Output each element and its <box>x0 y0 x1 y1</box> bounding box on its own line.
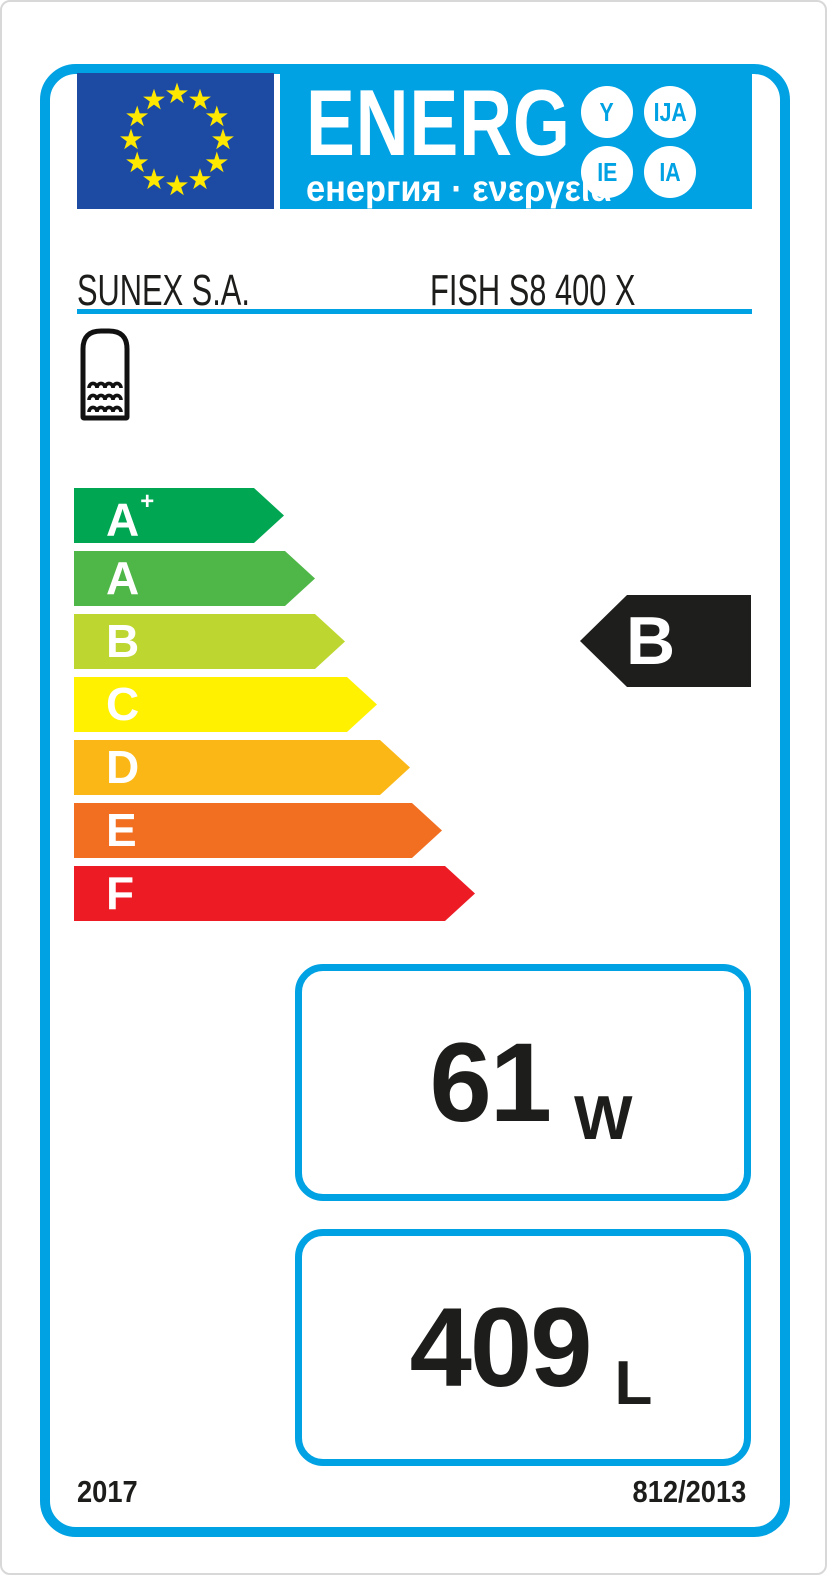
eu-star <box>212 128 234 150</box>
eu-star <box>166 174 188 196</box>
efficiency-arrow-A: A <box>74 551 315 606</box>
eu-star <box>205 151 228 173</box>
efficiency-grade-label: D <box>106 741 140 793</box>
supplier-name: SUNEX S.A. <box>77 266 250 315</box>
eu-star <box>166 82 188 104</box>
eu-star <box>205 105 228 127</box>
eu-stars-icon <box>120 82 234 196</box>
regulation-number: 812/2013 <box>632 1474 746 1509</box>
language-badge-ija: IJA <box>644 86 696 138</box>
language-badge-ia: IA <box>644 146 696 198</box>
eu-star <box>189 88 211 110</box>
eu-flag <box>77 73 274 209</box>
hot-water-storage-tank-icon <box>80 328 130 421</box>
efficiency-arrow-A+: A+ <box>74 488 284 543</box>
energ-logo: ENERG енергия · ενεργεια Y IJA IE IA <box>280 73 752 209</box>
eu-star <box>143 168 165 190</box>
standing-loss-unit: W <box>574 1084 633 1153</box>
eu-star <box>143 88 165 110</box>
rating-grade-label: B <box>626 603 676 679</box>
efficiency-grade-label: A+ <box>106 487 155 546</box>
eu-star <box>126 105 149 127</box>
efficiency-grade-label: A <box>106 552 140 604</box>
energ-wordmark: ENERG <box>306 70 571 175</box>
eu-star <box>120 128 142 150</box>
language-badge-y: Y <box>581 86 633 138</box>
efficiency-arrow-E: E <box>74 803 442 858</box>
efficiency-grade-label: E <box>106 804 137 856</box>
eu-star <box>126 151 149 173</box>
efficiency-grade-label: C <box>106 678 140 730</box>
efficiency-arrow-D: D <box>74 740 410 795</box>
efficiency-scale: A+ A B C D E F <box>74 488 475 929</box>
storage-volume-value: 409 <box>409 1285 593 1410</box>
storage-volume-box: 409 L <box>295 1229 751 1466</box>
standing-loss-value: 61 <box>429 1020 552 1145</box>
efficiency-grade-label: F <box>106 867 135 919</box>
label-year: 2017 <box>77 1474 138 1509</box>
storage-volume-unit: L <box>614 1349 653 1418</box>
model-identifier: FISH S8 400 X <box>430 266 636 315</box>
efficiency-arrow-F: F <box>74 866 475 921</box>
efficiency-arrow-C: C <box>74 677 377 732</box>
efficiency-arrow-B: B <box>74 614 345 669</box>
efficiency-grade-label: B <box>106 615 140 667</box>
energ-subtitle: енергия · ενεργεια <box>306 168 612 209</box>
header-divider <box>77 309 752 314</box>
eu-star <box>189 168 211 190</box>
language-badge-ie: IE <box>581 146 633 198</box>
standing-loss-box: 61 W <box>295 964 751 1201</box>
